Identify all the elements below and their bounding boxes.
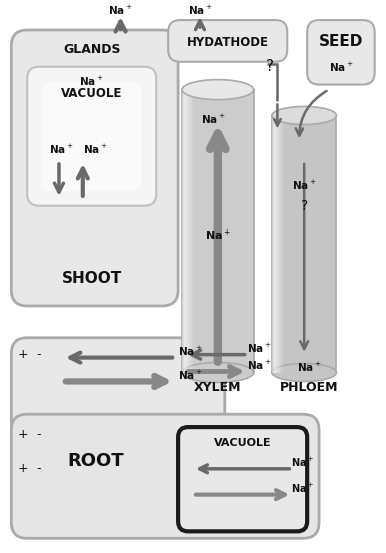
FancyBboxPatch shape xyxy=(168,20,287,62)
Text: +: + xyxy=(18,462,29,475)
FancyBboxPatch shape xyxy=(178,427,307,531)
Text: VACUOLE: VACUOLE xyxy=(214,438,271,448)
FancyBboxPatch shape xyxy=(11,338,225,437)
Text: Na$^+$: Na$^+$ xyxy=(247,342,272,355)
Text: Na$^+$: Na$^+$ xyxy=(205,228,231,243)
Ellipse shape xyxy=(272,363,337,382)
Text: Na$^+$: Na$^+$ xyxy=(178,369,202,382)
Text: +: + xyxy=(18,348,29,361)
Text: -: - xyxy=(37,348,41,361)
Bar xyxy=(272,116,337,373)
Bar xyxy=(272,116,276,373)
FancyBboxPatch shape xyxy=(11,30,178,306)
Text: Na$^+$: Na$^+$ xyxy=(291,456,314,469)
Text: ROOT: ROOT xyxy=(68,452,124,470)
Text: Na$^+$: Na$^+$ xyxy=(201,113,225,126)
Text: Na$^+$: Na$^+$ xyxy=(328,61,353,74)
Text: SEED: SEED xyxy=(319,34,363,49)
Text: PHLOEM: PHLOEM xyxy=(280,381,339,394)
Text: GLANDS: GLANDS xyxy=(63,43,120,56)
Bar xyxy=(188,90,192,373)
Text: -: - xyxy=(37,427,41,441)
Text: ?: ? xyxy=(266,59,273,74)
Bar xyxy=(278,116,282,373)
Text: Na$^+$: Na$^+$ xyxy=(297,361,322,374)
Text: -: - xyxy=(37,462,41,475)
Text: Na$^+$: Na$^+$ xyxy=(291,482,314,495)
Text: Na$^+$: Na$^+$ xyxy=(49,143,73,156)
Text: SHOOT: SHOOT xyxy=(62,270,122,286)
Bar xyxy=(276,116,280,373)
Ellipse shape xyxy=(182,80,254,100)
Text: Na$^+$: Na$^+$ xyxy=(178,345,202,358)
Text: +: + xyxy=(18,427,29,441)
Bar xyxy=(182,90,186,373)
Text: HYDATHODE: HYDATHODE xyxy=(187,36,269,49)
Bar xyxy=(280,116,284,373)
Ellipse shape xyxy=(182,363,254,383)
Text: ?: ? xyxy=(301,199,308,213)
Text: Na$^+$: Na$^+$ xyxy=(108,3,133,17)
Text: VACUOLE: VACUOLE xyxy=(61,87,122,100)
Text: XYLEM: XYLEM xyxy=(194,381,242,394)
FancyBboxPatch shape xyxy=(11,414,319,538)
Bar xyxy=(186,90,190,373)
Text: Na$^+$: Na$^+$ xyxy=(80,75,104,88)
Text: Na$^+$: Na$^+$ xyxy=(83,143,108,156)
Bar xyxy=(182,90,254,373)
FancyBboxPatch shape xyxy=(307,20,375,85)
Bar xyxy=(190,90,194,373)
FancyBboxPatch shape xyxy=(27,67,156,206)
Text: Na$^+$: Na$^+$ xyxy=(247,359,272,372)
Text: Na$^+$: Na$^+$ xyxy=(188,3,212,17)
Bar xyxy=(274,116,278,373)
Text: Na$^+$: Na$^+$ xyxy=(292,179,317,192)
Bar xyxy=(184,90,188,373)
Ellipse shape xyxy=(272,106,337,124)
FancyBboxPatch shape xyxy=(42,82,141,191)
